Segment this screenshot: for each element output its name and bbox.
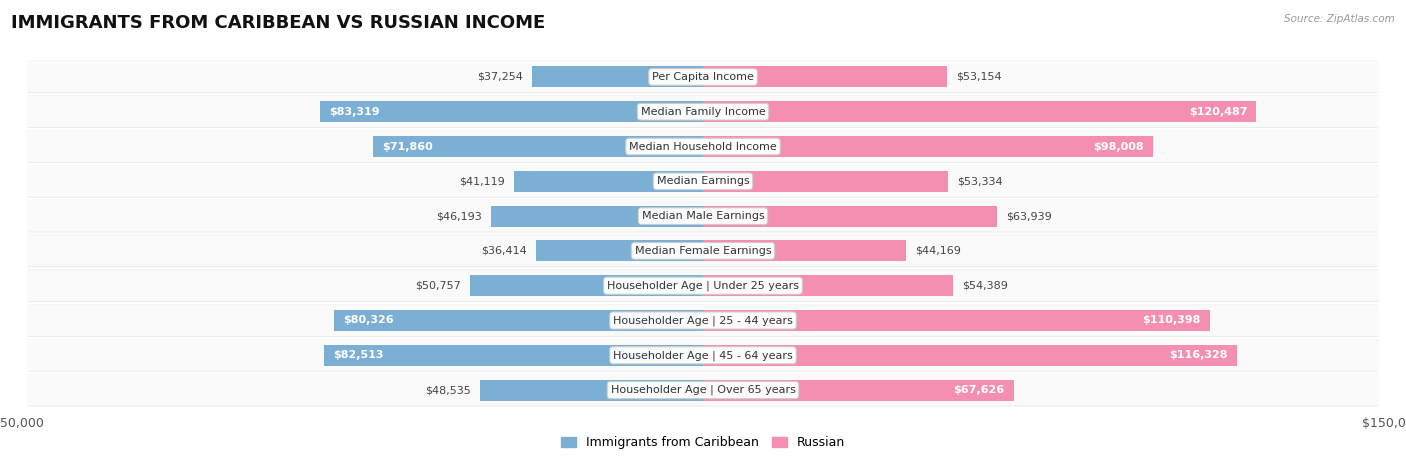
Text: Householder Age | 45 - 64 years: Householder Age | 45 - 64 years — [613, 350, 793, 361]
Bar — [479, 380, 703, 401]
Text: $53,334: $53,334 — [957, 177, 1002, 186]
Text: $54,389: $54,389 — [962, 281, 1008, 290]
FancyBboxPatch shape — [28, 200, 1378, 233]
Text: $63,939: $63,939 — [1005, 211, 1052, 221]
Text: $50,757: $50,757 — [415, 281, 461, 290]
Text: $41,119: $41,119 — [460, 177, 505, 186]
FancyBboxPatch shape — [28, 130, 1378, 163]
Text: $120,487: $120,487 — [1188, 107, 1247, 117]
Text: $83,319: $83,319 — [329, 107, 380, 117]
Bar — [373, 136, 703, 157]
Text: Median Family Income: Median Family Income — [641, 107, 765, 117]
Text: $82,513: $82,513 — [333, 350, 384, 360]
FancyBboxPatch shape — [28, 165, 1378, 198]
Bar — [703, 275, 953, 296]
Bar — [703, 310, 1211, 331]
FancyBboxPatch shape — [28, 61, 1378, 93]
Text: $46,193: $46,193 — [436, 211, 482, 221]
FancyBboxPatch shape — [28, 200, 1378, 232]
FancyBboxPatch shape — [28, 304, 1378, 337]
FancyBboxPatch shape — [28, 95, 1378, 128]
Text: Median Household Income: Median Household Income — [628, 142, 778, 151]
FancyBboxPatch shape — [28, 61, 1378, 92]
Text: $71,860: $71,860 — [382, 142, 433, 151]
FancyBboxPatch shape — [28, 96, 1378, 127]
Text: $37,254: $37,254 — [477, 72, 523, 82]
Bar — [515, 171, 703, 192]
FancyBboxPatch shape — [28, 339, 1378, 372]
Text: Per Capita Income: Per Capita Income — [652, 72, 754, 82]
Text: $44,169: $44,169 — [915, 246, 960, 256]
Bar — [703, 380, 1014, 401]
FancyBboxPatch shape — [28, 374, 1378, 405]
Bar — [531, 66, 703, 87]
FancyBboxPatch shape — [28, 130, 1378, 162]
FancyBboxPatch shape — [28, 269, 1378, 302]
Bar — [536, 241, 703, 262]
FancyBboxPatch shape — [28, 235, 1378, 266]
Bar — [491, 205, 703, 226]
Text: Median Male Earnings: Median Male Earnings — [641, 211, 765, 221]
Bar — [703, 66, 948, 87]
Text: Householder Age | 25 - 44 years: Householder Age | 25 - 44 years — [613, 315, 793, 326]
Text: $110,398: $110,398 — [1143, 316, 1201, 325]
FancyBboxPatch shape — [28, 304, 1378, 336]
Text: $98,008: $98,008 — [1094, 142, 1144, 151]
FancyBboxPatch shape — [28, 339, 1378, 371]
FancyBboxPatch shape — [28, 269, 1378, 301]
Text: Median Earnings: Median Earnings — [657, 177, 749, 186]
Text: Householder Age | Under 25 years: Householder Age | Under 25 years — [607, 281, 799, 291]
Bar — [321, 101, 703, 122]
FancyBboxPatch shape — [28, 234, 1378, 267]
Bar — [335, 310, 703, 331]
Text: Householder Age | Over 65 years: Householder Age | Over 65 years — [610, 385, 796, 396]
Text: $53,154: $53,154 — [956, 72, 1002, 82]
FancyBboxPatch shape — [28, 165, 1378, 197]
Text: IMMIGRANTS FROM CARIBBEAN VS RUSSIAN INCOME: IMMIGRANTS FROM CARIBBEAN VS RUSSIAN INC… — [11, 14, 546, 32]
Bar — [703, 136, 1153, 157]
Bar — [323, 345, 703, 366]
Text: Median Female Earnings: Median Female Earnings — [634, 246, 772, 256]
Bar — [470, 275, 703, 296]
Text: $48,535: $48,535 — [425, 385, 471, 395]
Text: $36,414: $36,414 — [481, 246, 527, 256]
Bar — [703, 345, 1237, 366]
Text: $80,326: $80,326 — [343, 316, 394, 325]
Text: Source: ZipAtlas.com: Source: ZipAtlas.com — [1284, 14, 1395, 24]
Bar — [703, 205, 997, 226]
Text: $116,328: $116,328 — [1170, 350, 1227, 360]
Legend: Immigrants from Caribbean, Russian: Immigrants from Caribbean, Russian — [557, 432, 849, 454]
Bar — [703, 241, 905, 262]
Text: $67,626: $67,626 — [953, 385, 1004, 395]
FancyBboxPatch shape — [28, 374, 1378, 406]
Bar — [703, 171, 948, 192]
Bar — [703, 101, 1257, 122]
